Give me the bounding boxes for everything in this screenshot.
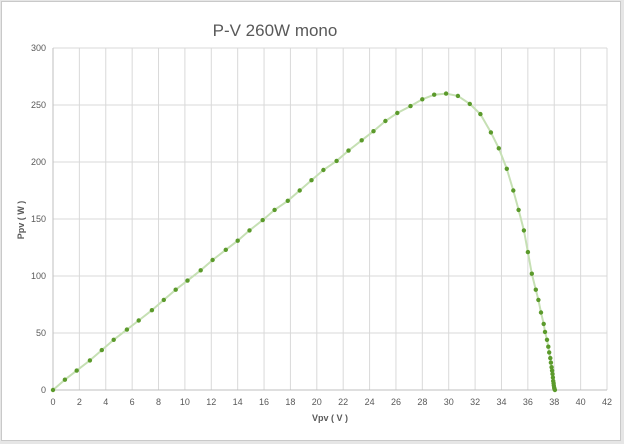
data-point — [550, 371, 555, 377]
x-tick-label: 24 — [365, 397, 375, 407]
y-tick-label: 250 — [31, 100, 46, 110]
data-point — [99, 347, 105, 353]
data-point — [87, 358, 93, 363]
x-tick-label: 10 — [180, 397, 190, 407]
data-point — [74, 368, 79, 373]
data-point — [210, 257, 215, 263]
data-point — [525, 249, 531, 255]
y-tick-labels: 0 50 100 150 200 250 300 — [31, 43, 46, 395]
data-point — [542, 329, 548, 335]
data-point — [546, 344, 551, 349]
data-point — [549, 368, 555, 373]
x-tick-label: 26 — [391, 397, 401, 407]
y-tick-label: 0 — [41, 385, 46, 395]
x-tick-label: 32 — [470, 397, 480, 407]
data-point — [516, 207, 521, 213]
data-point — [420, 97, 425, 102]
series-line — [52, 92, 556, 391]
data-point — [552, 387, 558, 393]
data-point — [548, 360, 554, 365]
data-point — [111, 337, 116, 342]
data-point — [223, 247, 228, 252]
x-axis-label: Vpv ( V ) — [312, 413, 348, 423]
y-tick-label: 100 — [31, 271, 46, 281]
data-point — [478, 111, 483, 117]
data-point — [467, 101, 472, 107]
x-tick-label: 18 — [285, 397, 295, 407]
data-point — [547, 350, 552, 355]
data-point — [285, 198, 290, 203]
data-point — [383, 118, 388, 124]
data-point — [549, 365, 554, 370]
x-tick-label: 42 — [602, 397, 612, 407]
data-point — [395, 110, 400, 116]
data-point — [321, 167, 326, 173]
data-point — [235, 238, 240, 243]
data-point — [185, 278, 190, 283]
data-point — [550, 375, 556, 380]
data-point — [536, 297, 541, 303]
data-point — [247, 228, 252, 233]
data-point — [541, 321, 546, 327]
x-tick-label: 20 — [312, 397, 322, 407]
x-tick-label: 12 — [206, 397, 216, 407]
data-point — [260, 217, 265, 223]
data-point — [50, 387, 56, 393]
x-tick-label: 34 — [496, 397, 506, 407]
y-tick-label: 150 — [31, 214, 46, 224]
data-point — [538, 310, 544, 315]
y-axis-label: Ppv ( W ) — [16, 201, 26, 240]
data-point — [161, 297, 166, 303]
gridlines — [53, 47, 608, 390]
x-tick-label: 28 — [417, 397, 427, 407]
data-point — [488, 130, 494, 135]
x-tick-label: 0 — [50, 397, 55, 407]
data-point — [544, 337, 550, 342]
data-point — [309, 178, 314, 183]
x-tick-label: 14 — [233, 397, 243, 407]
axes — [52, 48, 607, 391]
data-points — [50, 91, 558, 393]
data-point — [173, 287, 178, 292]
data-point — [371, 129, 376, 134]
data-point — [432, 92, 437, 97]
data-point — [297, 188, 302, 193]
y-tick-label: 200 — [31, 157, 46, 167]
x-tick-label: 2 — [77, 397, 82, 407]
chart-title: P-V 260W mono — [213, 21, 338, 40]
data-point — [198, 268, 203, 273]
data-point — [496, 146, 501, 151]
data-point — [149, 308, 155, 313]
x-tick-label: 8 — [156, 397, 161, 407]
data-point — [408, 103, 413, 109]
data-point — [272, 207, 277, 213]
data-point — [521, 228, 527, 233]
data-point — [334, 158, 339, 164]
data-point — [504, 166, 509, 171]
x-tick-label: 4 — [103, 397, 108, 407]
x-tick-label: 22 — [338, 397, 348, 407]
data-point — [511, 188, 516, 193]
x-tick-labels: 0 2 4 6 8 10 12 14 16 18 20 22 24 26 28 30 32 34 36 38 40 42 — [50, 397, 612, 407]
x-tick-label: 6 — [130, 397, 135, 407]
data-point — [124, 327, 130, 332]
y-tick-label: 300 — [31, 43, 46, 53]
data-point — [62, 377, 68, 382]
data-point — [548, 355, 553, 361]
x-tick-label: 36 — [523, 397, 533, 407]
x-tick-label: 40 — [576, 397, 586, 407]
data-point — [443, 91, 449, 96]
x-tick-label: 30 — [444, 397, 454, 407]
x-tick-label: 38 — [549, 397, 559, 407]
y-tick-label: 50 — [36, 328, 46, 338]
data-point — [455, 93, 461, 99]
data-point — [529, 271, 534, 276]
data-point — [533, 287, 538, 292]
data-point — [359, 138, 364, 143]
data-point — [136, 318, 141, 323]
data-point — [346, 148, 351, 153]
x-tick-label: 16 — [259, 397, 269, 407]
